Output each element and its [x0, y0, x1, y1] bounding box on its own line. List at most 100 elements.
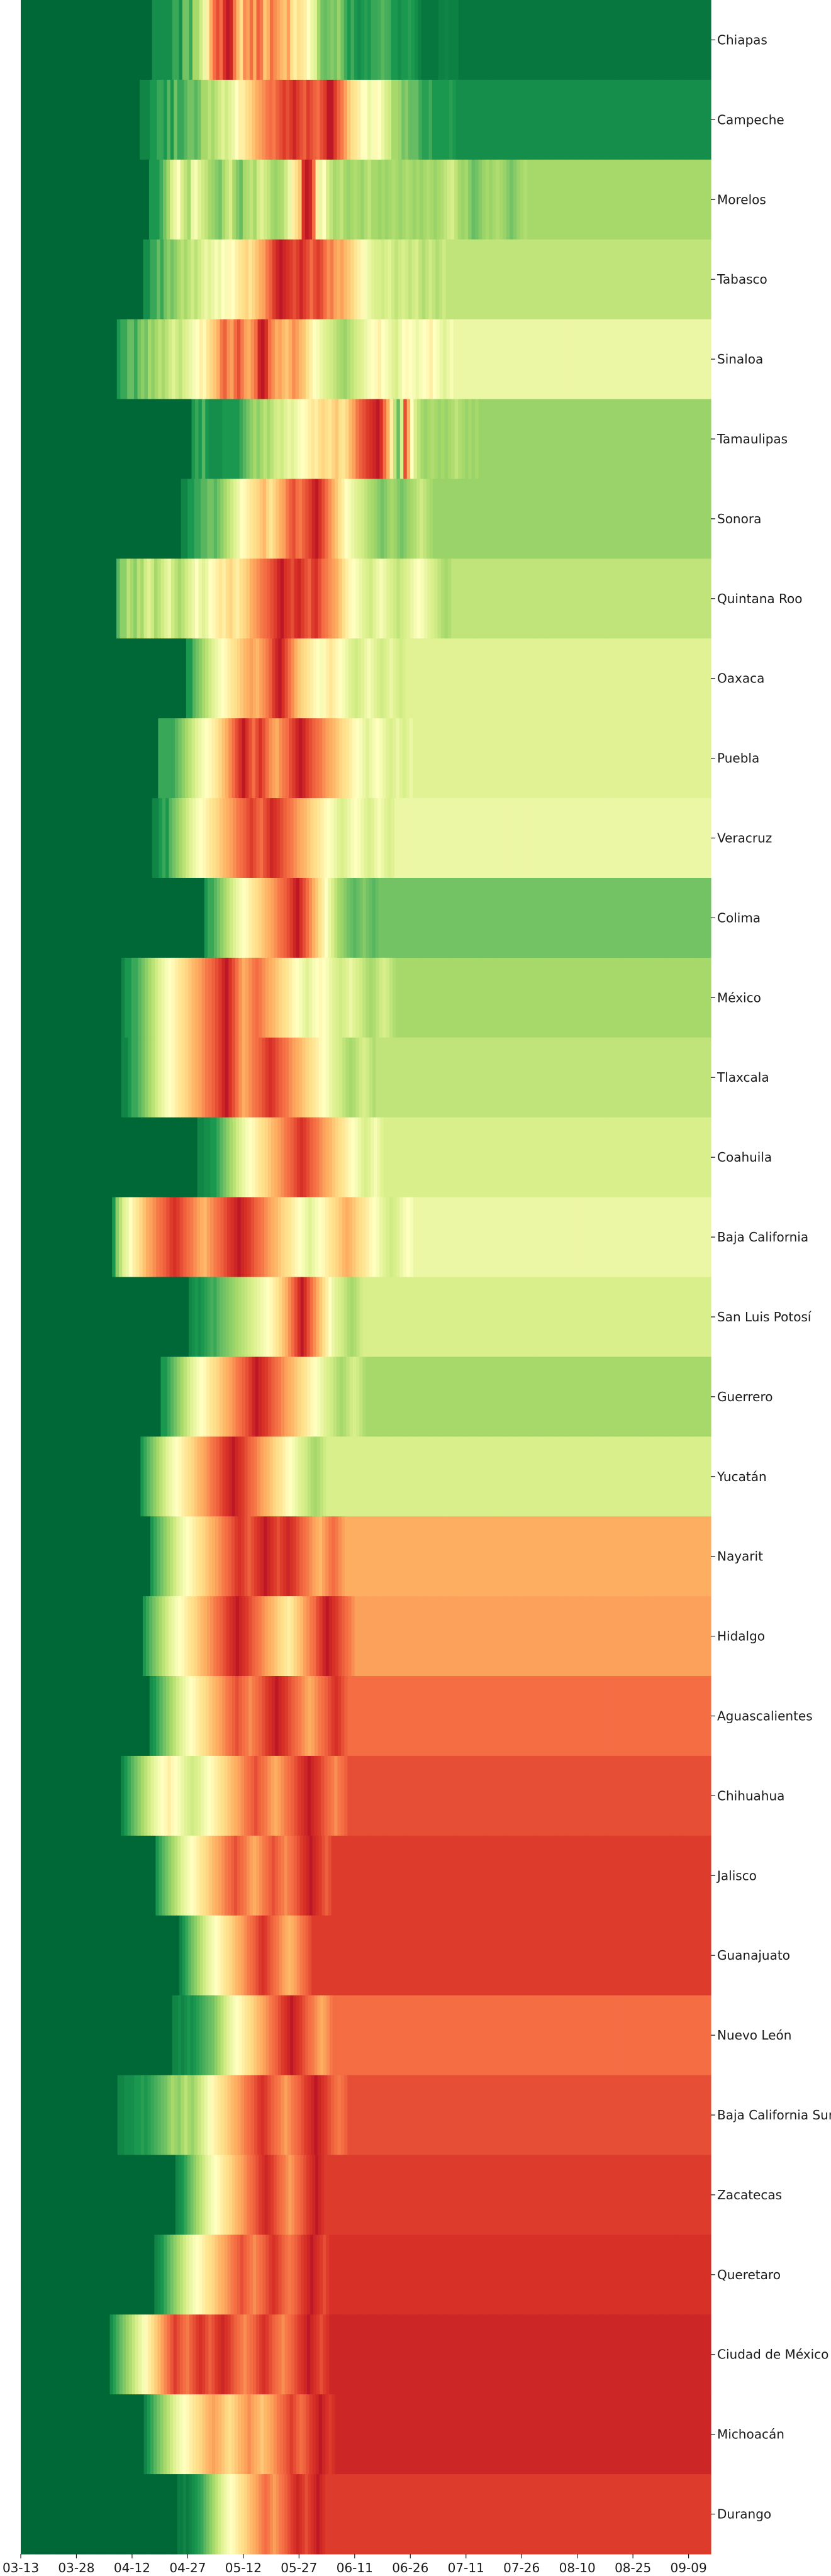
heatmap-cell: [313, 79, 317, 160]
heatmap-cell: [41, 798, 45, 879]
heatmap-cell: [701, 877, 705, 958]
heatmap-cell: [167, 239, 171, 320]
heatmap-cell: [464, 1516, 469, 1597]
heatmap-cell: [439, 718, 443, 799]
heatmap-cell: [601, 1596, 606, 1677]
heatmap-cell: [557, 1835, 561, 1916]
heatmap-cell: [364, 479, 368, 559]
heatmap-cell: [290, 798, 294, 879]
heatmap-cell: [473, 1117, 477, 1198]
heatmap-cell: [419, 718, 423, 799]
heatmap-cell: [489, 877, 493, 958]
heatmap-cell: [391, 877, 395, 958]
heatmap-cell: [167, 399, 172, 480]
heatmap-cell: [641, 1676, 645, 1757]
heatmap-cell: [176, 1676, 180, 1757]
heatmap-cell: [469, 1037, 474, 1118]
heatmap-cell: [248, 718, 253, 799]
heatmap-cell: [556, 319, 561, 400]
heatmap-cell: [335, 1277, 338, 1358]
heatmap-cell: [510, 1516, 514, 1597]
heatmap-cell: [360, 1436, 365, 1517]
heatmap-cell: [238, 1357, 243, 1437]
heatmap-cell: [284, 1596, 288, 1677]
heatmap-cell: [540, 558, 544, 639]
heatmap-cell: [655, 479, 659, 559]
heatmap-cell: [498, 798, 503, 879]
heatmap-cell: [489, 239, 494, 320]
heatmap-cell: [311, 1676, 315, 1757]
heatmap-cell: [630, 1277, 634, 1358]
heatmap-cell: [54, 718, 59, 799]
heatmap-cell: [523, 957, 527, 1038]
heatmap-cell: [223, 319, 228, 400]
heatmap-cell: [600, 0, 604, 80]
heatmap-cell: [704, 0, 708, 80]
heatmap-cell: [488, 638, 492, 719]
heatmap-cell: [304, 399, 308, 480]
heatmap-cell: [229, 0, 233, 80]
heatmap-cell: [498, 0, 503, 80]
heatmap-cell: [526, 638, 530, 719]
heatmap-cell: [281, 1755, 285, 1836]
heatmap-cell: [350, 1676, 355, 1757]
heatmap-cell: [211, 159, 216, 240]
heatmap-cell: [45, 1835, 50, 1916]
heatmap-cell: [191, 79, 195, 160]
heatmap-cell: [625, 79, 630, 160]
heatmap-cell: [21, 0, 25, 80]
heatmap-cell: [659, 79, 664, 160]
heatmap-cell: [201, 1037, 206, 1118]
heatmap-cell: [605, 1596, 609, 1677]
heatmap-cell: [215, 1835, 219, 1916]
heatmap-cell: [423, 1197, 427, 1278]
heatmap-cell: [116, 79, 120, 160]
heatmap-cell: [411, 1357, 415, 1437]
heatmap-cell: [586, 1117, 589, 1198]
heatmap-cell: [267, 877, 272, 958]
heatmap-cell: [670, 0, 674, 80]
heatmap-cell: [452, 1436, 456, 1517]
heatmap-cell: [499, 1037, 504, 1118]
heatmap-cell: [201, 877, 205, 958]
heatmap-cell: [333, 239, 338, 320]
heatmap-cell: [27, 798, 31, 879]
heatmap-cell: [238, 1117, 243, 1198]
heatmap-cell: [524, 877, 528, 958]
heatmap-cell: [202, 0, 206, 80]
heatmap-cell: [146, 1835, 150, 1916]
heatmap-cell: [380, 1117, 384, 1198]
heatmap-cell: [640, 638, 645, 719]
heatmap-cell: [497, 1516, 501, 1597]
heatmap-cell: [112, 877, 116, 958]
heatmap-cell: [393, 1197, 397, 1278]
heatmap-cell: [627, 0, 631, 80]
heatmap-cell: [469, 1676, 474, 1757]
heatmap-cell: [555, 0, 560, 80]
heatmap-cell: [367, 79, 372, 160]
heatmap-cell: [442, 239, 447, 320]
heatmap-cell: [167, 558, 172, 639]
heatmap-cell: [287, 558, 291, 639]
heatmap-cell: [125, 877, 129, 958]
heatmap-cell: [352, 957, 357, 1038]
heatmap-cell: [37, 1676, 42, 1757]
heatmap-cell: [390, 479, 394, 559]
heatmap-cell: [636, 1516, 640, 1597]
heatmap-cell: [292, 1037, 296, 1118]
heatmap-cell: [94, 1755, 98, 1836]
heatmap-cell: [649, 319, 653, 400]
heatmap-cell: [700, 0, 705, 80]
heatmap-cell: [620, 1516, 624, 1597]
heatmap-cell: [526, 1516, 530, 1597]
heatmap-cell: [438, 0, 442, 80]
heatmap-cell: [37, 1037, 42, 1118]
heatmap-cell: [312, 718, 316, 799]
heatmap-cell: [468, 798, 472, 879]
heatmap-cell: [367, 1516, 371, 1597]
heatmap-cell: [660, 0, 664, 80]
heatmap-cell: [291, 159, 296, 240]
heatmap-cell: [697, 1755, 701, 1836]
heatmap-cell: [411, 1755, 415, 1836]
heatmap-cell: [362, 957, 367, 1038]
